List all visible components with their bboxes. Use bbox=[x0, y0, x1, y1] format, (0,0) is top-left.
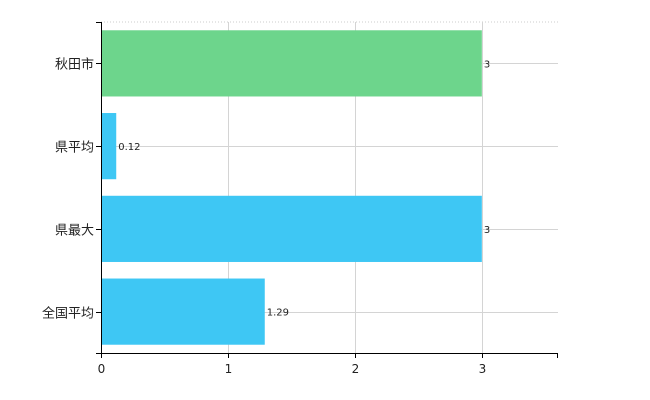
x-tick-label-1: 1 bbox=[225, 362, 233, 376]
bar-1[interactable] bbox=[101, 113, 117, 180]
x-tick-label-2: 2 bbox=[352, 362, 360, 376]
category-label-3: 全国平均 bbox=[42, 306, 94, 322]
bars-group bbox=[101, 30, 482, 345]
x-tick-label-0: 0 bbox=[98, 362, 106, 376]
category-label-2: 県最大 bbox=[55, 224, 94, 239]
value-label-1: 0.12 bbox=[118, 142, 140, 153]
bar-0[interactable] bbox=[101, 30, 482, 97]
axes-group bbox=[96, 22, 558, 358]
bar-3[interactable] bbox=[101, 278, 265, 345]
category-label-0: 秋田市 bbox=[55, 57, 94, 73]
category-label-1: 県平均 bbox=[55, 141, 94, 156]
value-label-3: 1.29 bbox=[267, 308, 289, 319]
bar-2[interactable] bbox=[101, 195, 482, 262]
x-tick-label-3: 3 bbox=[479, 362, 487, 376]
value-label-2: 3 bbox=[484, 225, 490, 236]
value-label-0: 3 bbox=[484, 59, 490, 70]
